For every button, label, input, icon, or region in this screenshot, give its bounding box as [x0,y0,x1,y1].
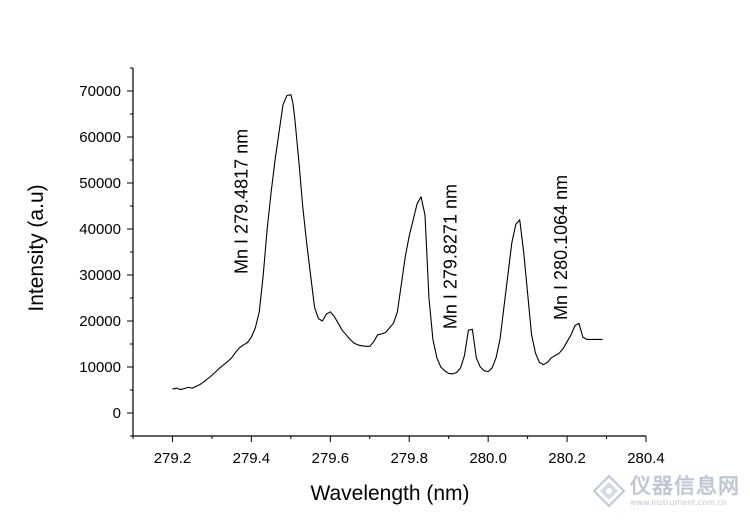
y-tick-label: 70000 [79,83,121,100]
x-axis-title: Wavelength (nm) [310,482,469,505]
watermark: 仪器信息网 www.instrument.com.cn [592,474,740,508]
x-tick-label: 279.8 [390,450,428,467]
tick-labels: 279.2 279.4 279.6 279.8 280.0 280.2 280.4 0 1000… [79,83,664,467]
ticks [127,67,647,442]
y-tick-label: 20000 [79,313,121,330]
peak-annotation: Mn I 279.8271 nm [441,184,461,329]
x-tick-label: 280.0 [469,450,507,467]
spectrum-line [172,94,603,391]
x-tick-label: 279.2 [154,450,192,467]
x-tick-label: 280.4 [627,450,665,467]
x-tick-label: 279.4 [233,450,271,467]
peak-annotation: Mn I 280.1064 nm [551,175,571,320]
y-axis-title: Intensity (a.u) [25,184,48,311]
annotation-layer: Mn I 279.4817 nm Mn I 279.8271 nm Mn I 280… [231,129,571,329]
y-tick-label: 10000 [79,359,121,376]
y-tick-label: 0 [113,405,121,422]
series-layer [172,94,603,391]
watermark-logo-icon [592,474,626,508]
y-tick-label: 60000 [79,129,121,146]
y-tick-label: 40000 [79,221,121,238]
y-tick-label: 50000 [79,175,121,192]
peak-annotation: Mn I 279.4817 nm [231,129,251,274]
x-tick-label: 279.6 [312,450,350,467]
x-tick-label: 280.2 [548,450,586,467]
watermark-cn-text: 仪器信息网 [630,473,740,498]
y-tick-label: 30000 [79,267,121,284]
watermark-url-text: www.instrument.com.cn [630,497,727,507]
